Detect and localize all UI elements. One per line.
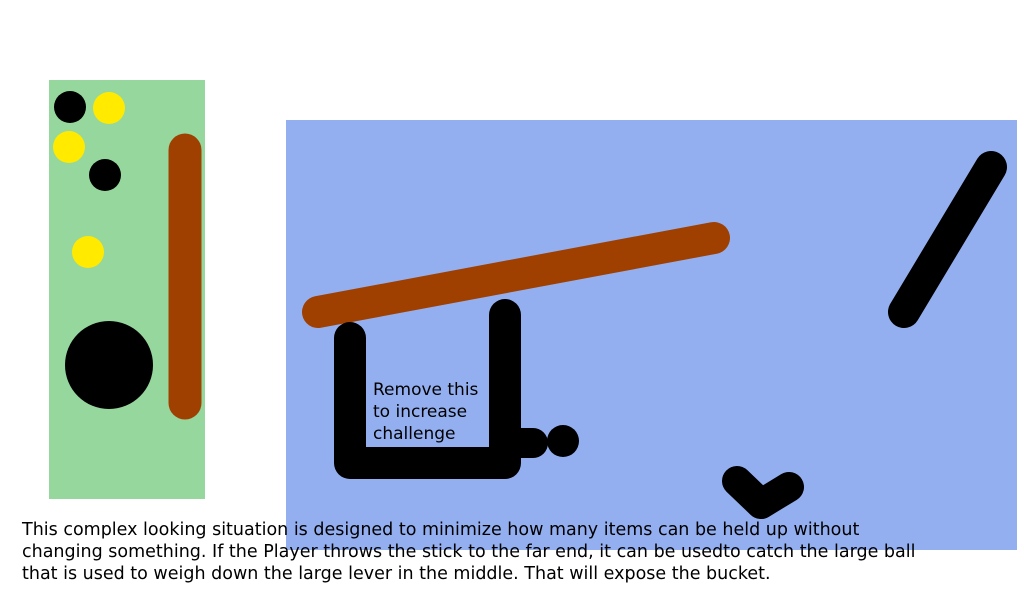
large-lever-stick: [302, 222, 730, 328]
description-caption: This complex looking situation is design…: [22, 520, 916, 584]
bucket-structure: [334, 299, 521, 479]
far-end-ramp: [888, 151, 1007, 328]
small-yellow-ball: [53, 131, 85, 163]
large-black-ball: [65, 321, 153, 409]
bucket-catcher: [722, 466, 804, 519]
play-area: [286, 120, 1017, 550]
bucket-knob: [547, 425, 579, 457]
small-black-ball: [89, 159, 121, 191]
small-yellow-ball: [93, 92, 125, 124]
annotation-remove-this: Remove this to increase challenge: [373, 380, 479, 444]
small-yellow-ball: [72, 236, 104, 268]
small-black-ball: [54, 91, 86, 123]
